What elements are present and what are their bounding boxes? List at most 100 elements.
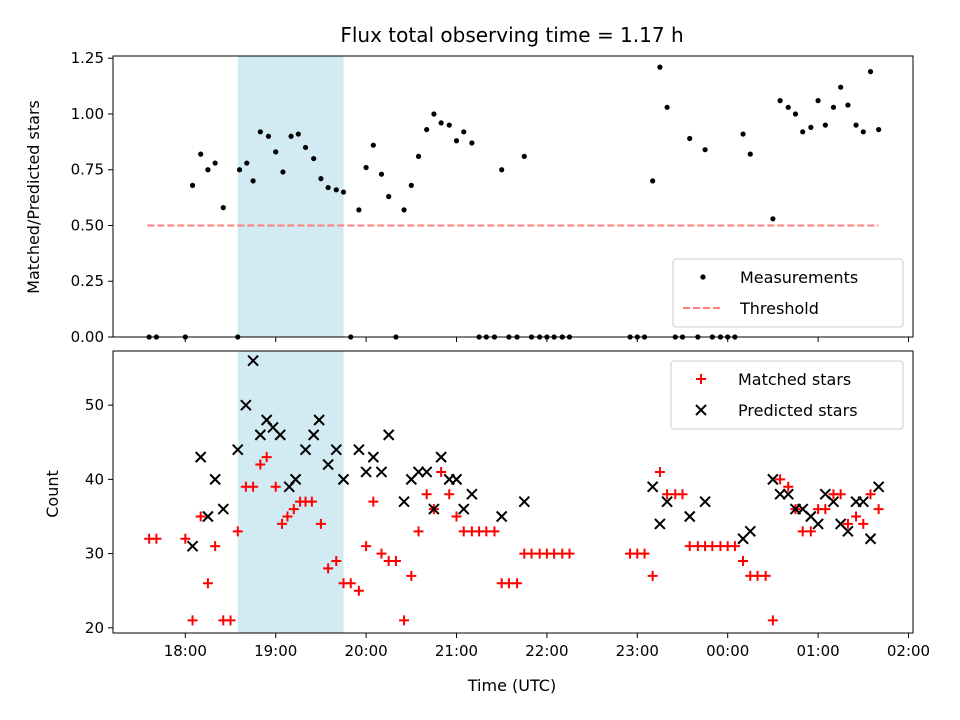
measurement-point <box>431 111 437 117</box>
measurement-point <box>521 153 527 159</box>
predicted-star-point <box>240 399 252 411</box>
predicted-star-point <box>812 518 824 530</box>
measurement-point <box>687 135 693 142</box>
predicted-star-point <box>827 495 840 508</box>
bottom-y-axis-label: Count <box>43 470 62 518</box>
bottom-x-tick-label: 18:00 <box>164 642 207 660</box>
bottom-x-tick-label: 23:00 <box>616 642 659 660</box>
matched-star-point <box>858 518 869 529</box>
top-axes-frame <box>112 55 914 338</box>
measurement-point <box>800 129 806 135</box>
predicted-star-point <box>322 458 334 471</box>
matched-star-point <box>654 466 665 477</box>
measurement-point <box>860 129 866 135</box>
measurement-point <box>876 126 882 133</box>
matched-star-point <box>399 615 410 626</box>
predicted-star-point <box>435 451 447 463</box>
predicted-star-point <box>274 429 286 441</box>
chart-title: Flux total observing time = 1.17 h <box>340 23 683 47</box>
top-legend-frame <box>672 258 904 328</box>
predicted-star-point <box>857 495 869 508</box>
bottom-y-tick-label: 50 <box>85 396 104 414</box>
measurement-point <box>212 160 218 166</box>
predicted-star-point <box>782 488 794 500</box>
predicted-star-point <box>842 525 854 538</box>
predicted-star-point <box>450 473 463 486</box>
predicted-star-point <box>398 495 410 508</box>
matched-star-point <box>277 518 288 529</box>
measurement-point <box>244 160 250 166</box>
measurement-point <box>318 176 324 182</box>
bottom-y-tick-label: 40 <box>85 470 104 488</box>
matched-star-point <box>851 511 862 522</box>
measurement-point <box>189 182 196 188</box>
predicted-star-point <box>254 429 267 441</box>
matched-star-point <box>489 526 500 537</box>
predicted-star-point <box>186 540 199 552</box>
top-series-measurements <box>146 64 882 340</box>
matched-star-point <box>729 541 740 552</box>
predicted-star-point <box>217 503 229 515</box>
matched-star-point <box>270 481 281 492</box>
predicted-star-point <box>289 473 302 486</box>
measurement-point <box>265 133 272 139</box>
matched-star-point <box>451 511 462 522</box>
bottom-x-tick-label: 20:00 <box>344 642 387 660</box>
predicted-star-point <box>382 429 395 441</box>
measurement-point <box>650 178 656 184</box>
matched-star-point <box>639 548 650 559</box>
measurement-point <box>453 138 460 144</box>
measurement-point <box>438 120 444 126</box>
matched-star-point <box>151 533 162 544</box>
bottom-legend-frame <box>670 360 904 430</box>
matched-star-point <box>444 489 455 500</box>
measurement-point <box>370 142 376 148</box>
matched-star-point <box>873 504 884 515</box>
matched-star-point <box>421 489 432 500</box>
top-y-tick-label: 0.50 <box>71 216 104 234</box>
top-shaded-span <box>237 56 344 337</box>
measurement-point <box>845 102 851 108</box>
matched-star-point <box>361 541 372 552</box>
matched-star-point <box>805 526 816 537</box>
measurement-point <box>333 187 339 193</box>
measurement-point <box>220 205 226 211</box>
matched-star-point <box>248 481 259 492</box>
measurement-point <box>378 171 385 177</box>
top-y-axis-label: Matched/Predicted stars <box>24 100 43 294</box>
measurement-point <box>702 147 708 153</box>
matched-star-point <box>255 459 266 470</box>
measurement-point <box>657 64 663 70</box>
predicted-star-point <box>684 510 696 523</box>
predicted-star-point <box>774 488 786 500</box>
matched-star-point <box>225 615 236 626</box>
matched-star-point <box>413 526 424 537</box>
bottom-y-tick-label: 30 <box>85 545 104 563</box>
top-y-tick-label: 0.75 <box>71 161 104 179</box>
measurement-point <box>302 144 309 151</box>
predicted-star-point <box>375 466 388 478</box>
matched-star-point <box>345 578 356 589</box>
matched-star-point <box>820 504 831 515</box>
bottom-x-tick-label: 00:00 <box>706 642 749 660</box>
matched-star-point <box>323 563 334 574</box>
measurement-point <box>386 193 392 200</box>
measurement-point <box>363 164 369 171</box>
matched-star-point <box>436 466 447 477</box>
legend-label-matched-stars: Matched stars <box>738 370 851 389</box>
predicted-star-point <box>495 510 508 523</box>
matched-star-point <box>180 533 191 544</box>
bottom-x-tick-label: 01:00 <box>796 642 839 660</box>
predicted-star-point <box>209 473 221 486</box>
matched-star-point <box>232 526 243 537</box>
measurement-point <box>356 207 362 213</box>
measurement-point <box>853 122 859 128</box>
measurement-point <box>424 126 430 133</box>
predicted-star-point <box>654 518 666 530</box>
predicted-star-point <box>466 488 478 500</box>
matched-star-point <box>353 585 364 596</box>
matched-star-point <box>210 541 221 552</box>
matched-star-point <box>512 578 523 589</box>
predicted-star-point <box>864 533 877 545</box>
